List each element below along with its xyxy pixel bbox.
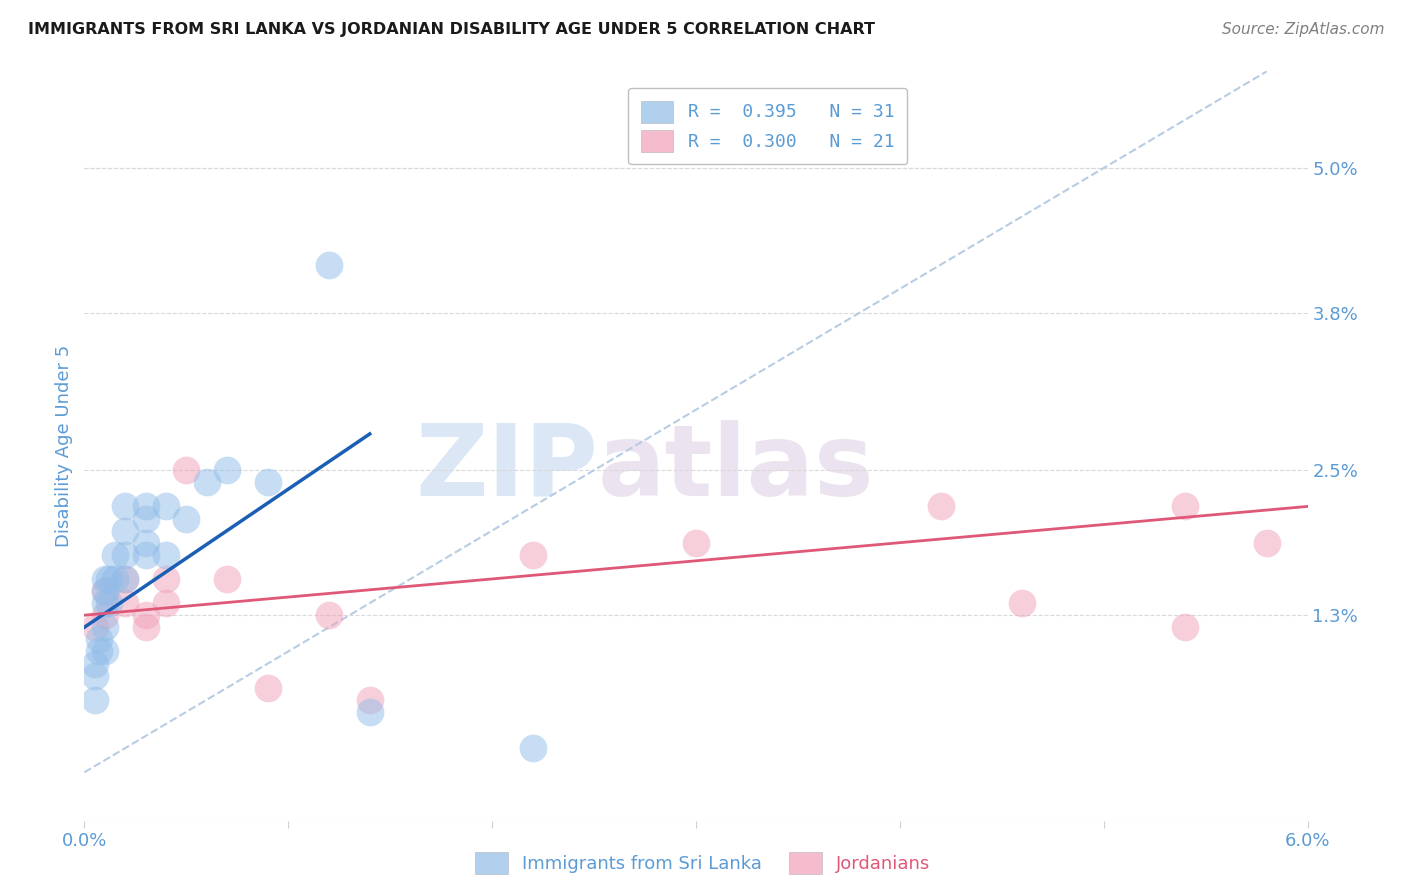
Point	[176, 511, 198, 525]
Point	[155, 500, 177, 514]
Point	[318, 608, 340, 623]
Point	[257, 681, 280, 695]
Point	[93, 584, 117, 599]
Point	[114, 500, 136, 514]
Point	[1174, 620, 1197, 634]
Point	[359, 705, 381, 719]
Point	[135, 511, 157, 525]
Point	[522, 548, 544, 562]
Point	[93, 584, 117, 599]
Point	[176, 463, 198, 477]
Point	[93, 608, 117, 623]
Point	[135, 500, 157, 514]
Point	[83, 693, 105, 707]
Point	[87, 644, 110, 658]
Text: IMMIGRANTS FROM SRI LANKA VS JORDANIAN DISABILITY AGE UNDER 5 CORRELATION CHART: IMMIGRANTS FROM SRI LANKA VS JORDANIAN D…	[28, 22, 875, 37]
Text: Source: ZipAtlas.com: Source: ZipAtlas.com	[1222, 22, 1385, 37]
Point	[93, 572, 117, 586]
Point	[155, 596, 177, 610]
Point	[114, 596, 136, 610]
Point	[114, 548, 136, 562]
Point	[195, 475, 218, 490]
Point	[97, 572, 120, 586]
Point	[83, 657, 105, 671]
Point	[87, 632, 110, 647]
Point	[257, 475, 280, 490]
Point	[135, 608, 157, 623]
Point	[135, 548, 157, 562]
Point	[135, 620, 157, 634]
Point	[97, 596, 120, 610]
Point	[155, 572, 177, 586]
Point	[1011, 596, 1033, 610]
Point	[104, 572, 127, 586]
Point	[685, 535, 707, 549]
Point	[114, 572, 136, 586]
Point	[1256, 535, 1278, 549]
Point	[359, 693, 381, 707]
Point	[93, 620, 117, 634]
Y-axis label: Disability Age Under 5: Disability Age Under 5	[55, 345, 73, 547]
Text: ZIP: ZIP	[415, 420, 598, 517]
Point	[114, 572, 136, 586]
Point	[83, 668, 105, 682]
Point	[93, 596, 117, 610]
Point	[217, 572, 239, 586]
Text: atlas: atlas	[598, 420, 875, 517]
Legend: Immigrants from Sri Lanka, Jordanians: Immigrants from Sri Lanka, Jordanians	[467, 843, 939, 883]
Point	[318, 258, 340, 272]
Point	[1174, 500, 1197, 514]
Point	[93, 644, 117, 658]
Point	[217, 463, 239, 477]
Point	[522, 741, 544, 756]
Point	[114, 524, 136, 538]
Point	[135, 535, 157, 549]
Point	[83, 620, 105, 634]
Point	[155, 548, 177, 562]
Legend: R =  0.395   N = 31, R =  0.300   N = 21: R = 0.395 N = 31, R = 0.300 N = 21	[628, 88, 907, 164]
Point	[104, 548, 127, 562]
Point	[929, 500, 952, 514]
